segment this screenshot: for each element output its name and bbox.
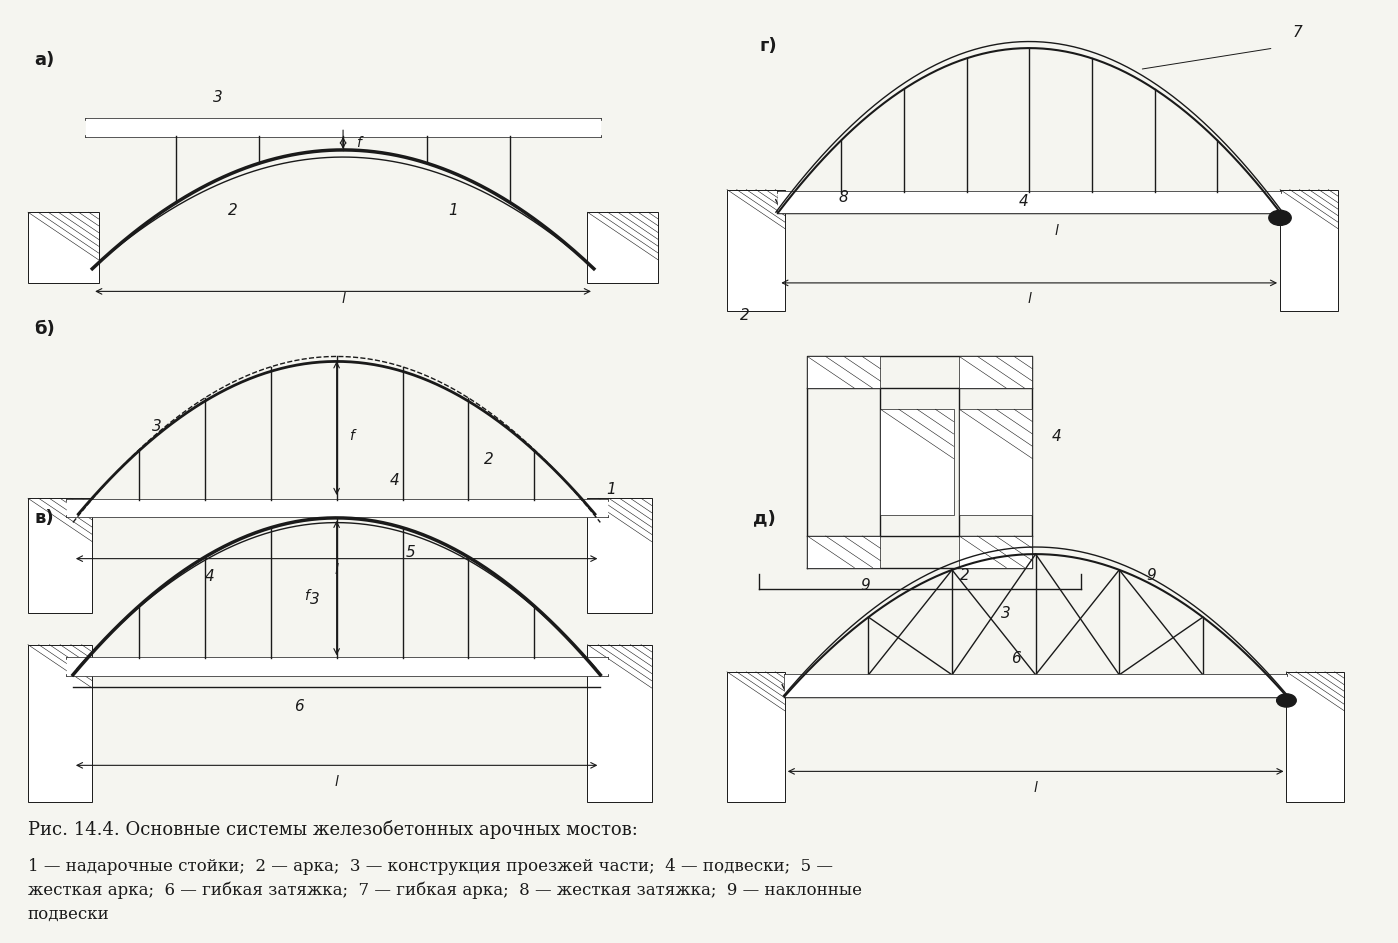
- Text: 9: 9: [1146, 568, 1156, 583]
- Bar: [727, 671, 784, 802]
- Text: 5: 5: [405, 545, 415, 560]
- Text: 4: 4: [1019, 194, 1029, 209]
- Text: а): а): [35, 51, 55, 69]
- Text: 6: 6: [295, 699, 305, 714]
- Text: 3: 3: [212, 90, 222, 105]
- Text: 3: 3: [152, 419, 162, 434]
- Text: 2: 2: [484, 453, 493, 468]
- Bar: [587, 645, 651, 802]
- Bar: [587, 498, 651, 613]
- Text: 6: 6: [1011, 651, 1021, 666]
- Text: l: l: [1054, 223, 1058, 238]
- Text: 1 — надарочные стойки;  2 — арка;  3 — конструкция проезжей части;  4 — подвески: 1 — надарочные стойки; 2 — арка; 3 — кон…: [28, 858, 863, 923]
- Bar: [1281, 190, 1338, 311]
- Text: f: f: [356, 136, 361, 150]
- Text: 4: 4: [206, 569, 214, 584]
- Text: 1: 1: [449, 204, 459, 218]
- Text: 7: 7: [1293, 25, 1303, 40]
- Bar: [959, 536, 1032, 568]
- Bar: [28, 498, 92, 613]
- Text: 2: 2: [740, 308, 749, 323]
- Text: f: f: [305, 589, 309, 604]
- Text: г): г): [759, 37, 777, 55]
- Text: 2: 2: [228, 204, 238, 218]
- Text: Рис. 14.4. Основные системы железобетонных арочных мостов:: Рис. 14.4. Основные системы железобетонн…: [28, 820, 637, 839]
- Bar: [28, 645, 92, 802]
- Circle shape: [1276, 694, 1296, 707]
- Text: l: l: [1028, 291, 1032, 306]
- Text: l: l: [341, 291, 345, 306]
- Text: 4: 4: [390, 472, 398, 488]
- Bar: [587, 212, 658, 283]
- Text: l: l: [334, 563, 338, 577]
- Text: д): д): [752, 509, 776, 527]
- Text: l: l: [334, 775, 338, 789]
- Text: l: l: [1033, 782, 1037, 796]
- Circle shape: [1269, 210, 1292, 225]
- Text: f: f: [350, 429, 354, 443]
- Text: 3: 3: [1001, 606, 1011, 620]
- Bar: [881, 409, 953, 515]
- Text: 3: 3: [310, 592, 320, 607]
- Text: 2: 2: [960, 568, 970, 583]
- Text: б): б): [35, 321, 55, 339]
- Bar: [727, 190, 784, 311]
- Text: 1: 1: [607, 482, 617, 497]
- Bar: [959, 409, 1032, 515]
- Text: 4: 4: [1051, 429, 1061, 444]
- Bar: [808, 356, 881, 389]
- Text: 9: 9: [860, 577, 870, 592]
- Text: в): в): [35, 509, 55, 527]
- Bar: [28, 212, 99, 283]
- Bar: [1286, 671, 1345, 802]
- Bar: [808, 536, 881, 568]
- Bar: [959, 356, 1032, 389]
- Text: 8: 8: [839, 190, 849, 206]
